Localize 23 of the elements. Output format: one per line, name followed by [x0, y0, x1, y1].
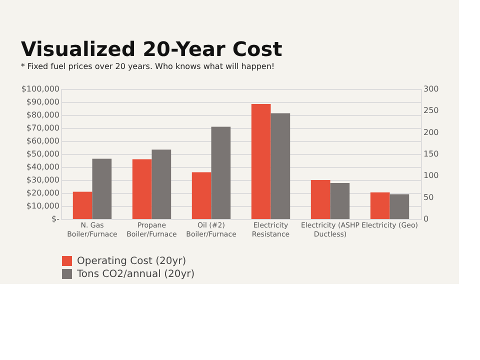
y-tick-label: $90,000: [26, 98, 60, 106]
y2-tick-label: 0: [424, 214, 429, 224]
y-tick-label: $40,000: [26, 162, 60, 172]
chart-title: Visualized 20-Year Cost: [20, 37, 283, 61]
y-tick-label: $50,000: [26, 150, 60, 158]
y2-tick-label: 50: [424, 192, 434, 202]
y2-tick-label: 100: [424, 171, 439, 180]
y2-tick-label: 200: [424, 128, 439, 137]
y2-tick-label: 150: [424, 150, 439, 158]
bar: [92, 158, 112, 219]
y-tick-label: $80,000: [26, 110, 60, 120]
y-tick-label: $30,000: [26, 176, 60, 184]
legend-label: Operating Cost (20yr): [77, 256, 186, 267]
y2-tick-label: 300: [424, 84, 439, 94]
y2-tick-label: 250: [424, 106, 439, 116]
y-tick-label: $-: [52, 214, 60, 224]
y-tick-label: $20,000: [26, 188, 60, 198]
y-tick-label: $60,000: [26, 136, 60, 146]
text: * Fixed fuel prices over 20 years. Who knows what will happen!: [20, 62, 275, 71]
legend-label: Tons CO2/annual (20yr): [76, 269, 195, 280]
y-tick-label: $70,000: [26, 124, 60, 132]
y-tick-label: $10,000: [26, 202, 60, 210]
y-tick-label: $100,000: [21, 84, 60, 94]
